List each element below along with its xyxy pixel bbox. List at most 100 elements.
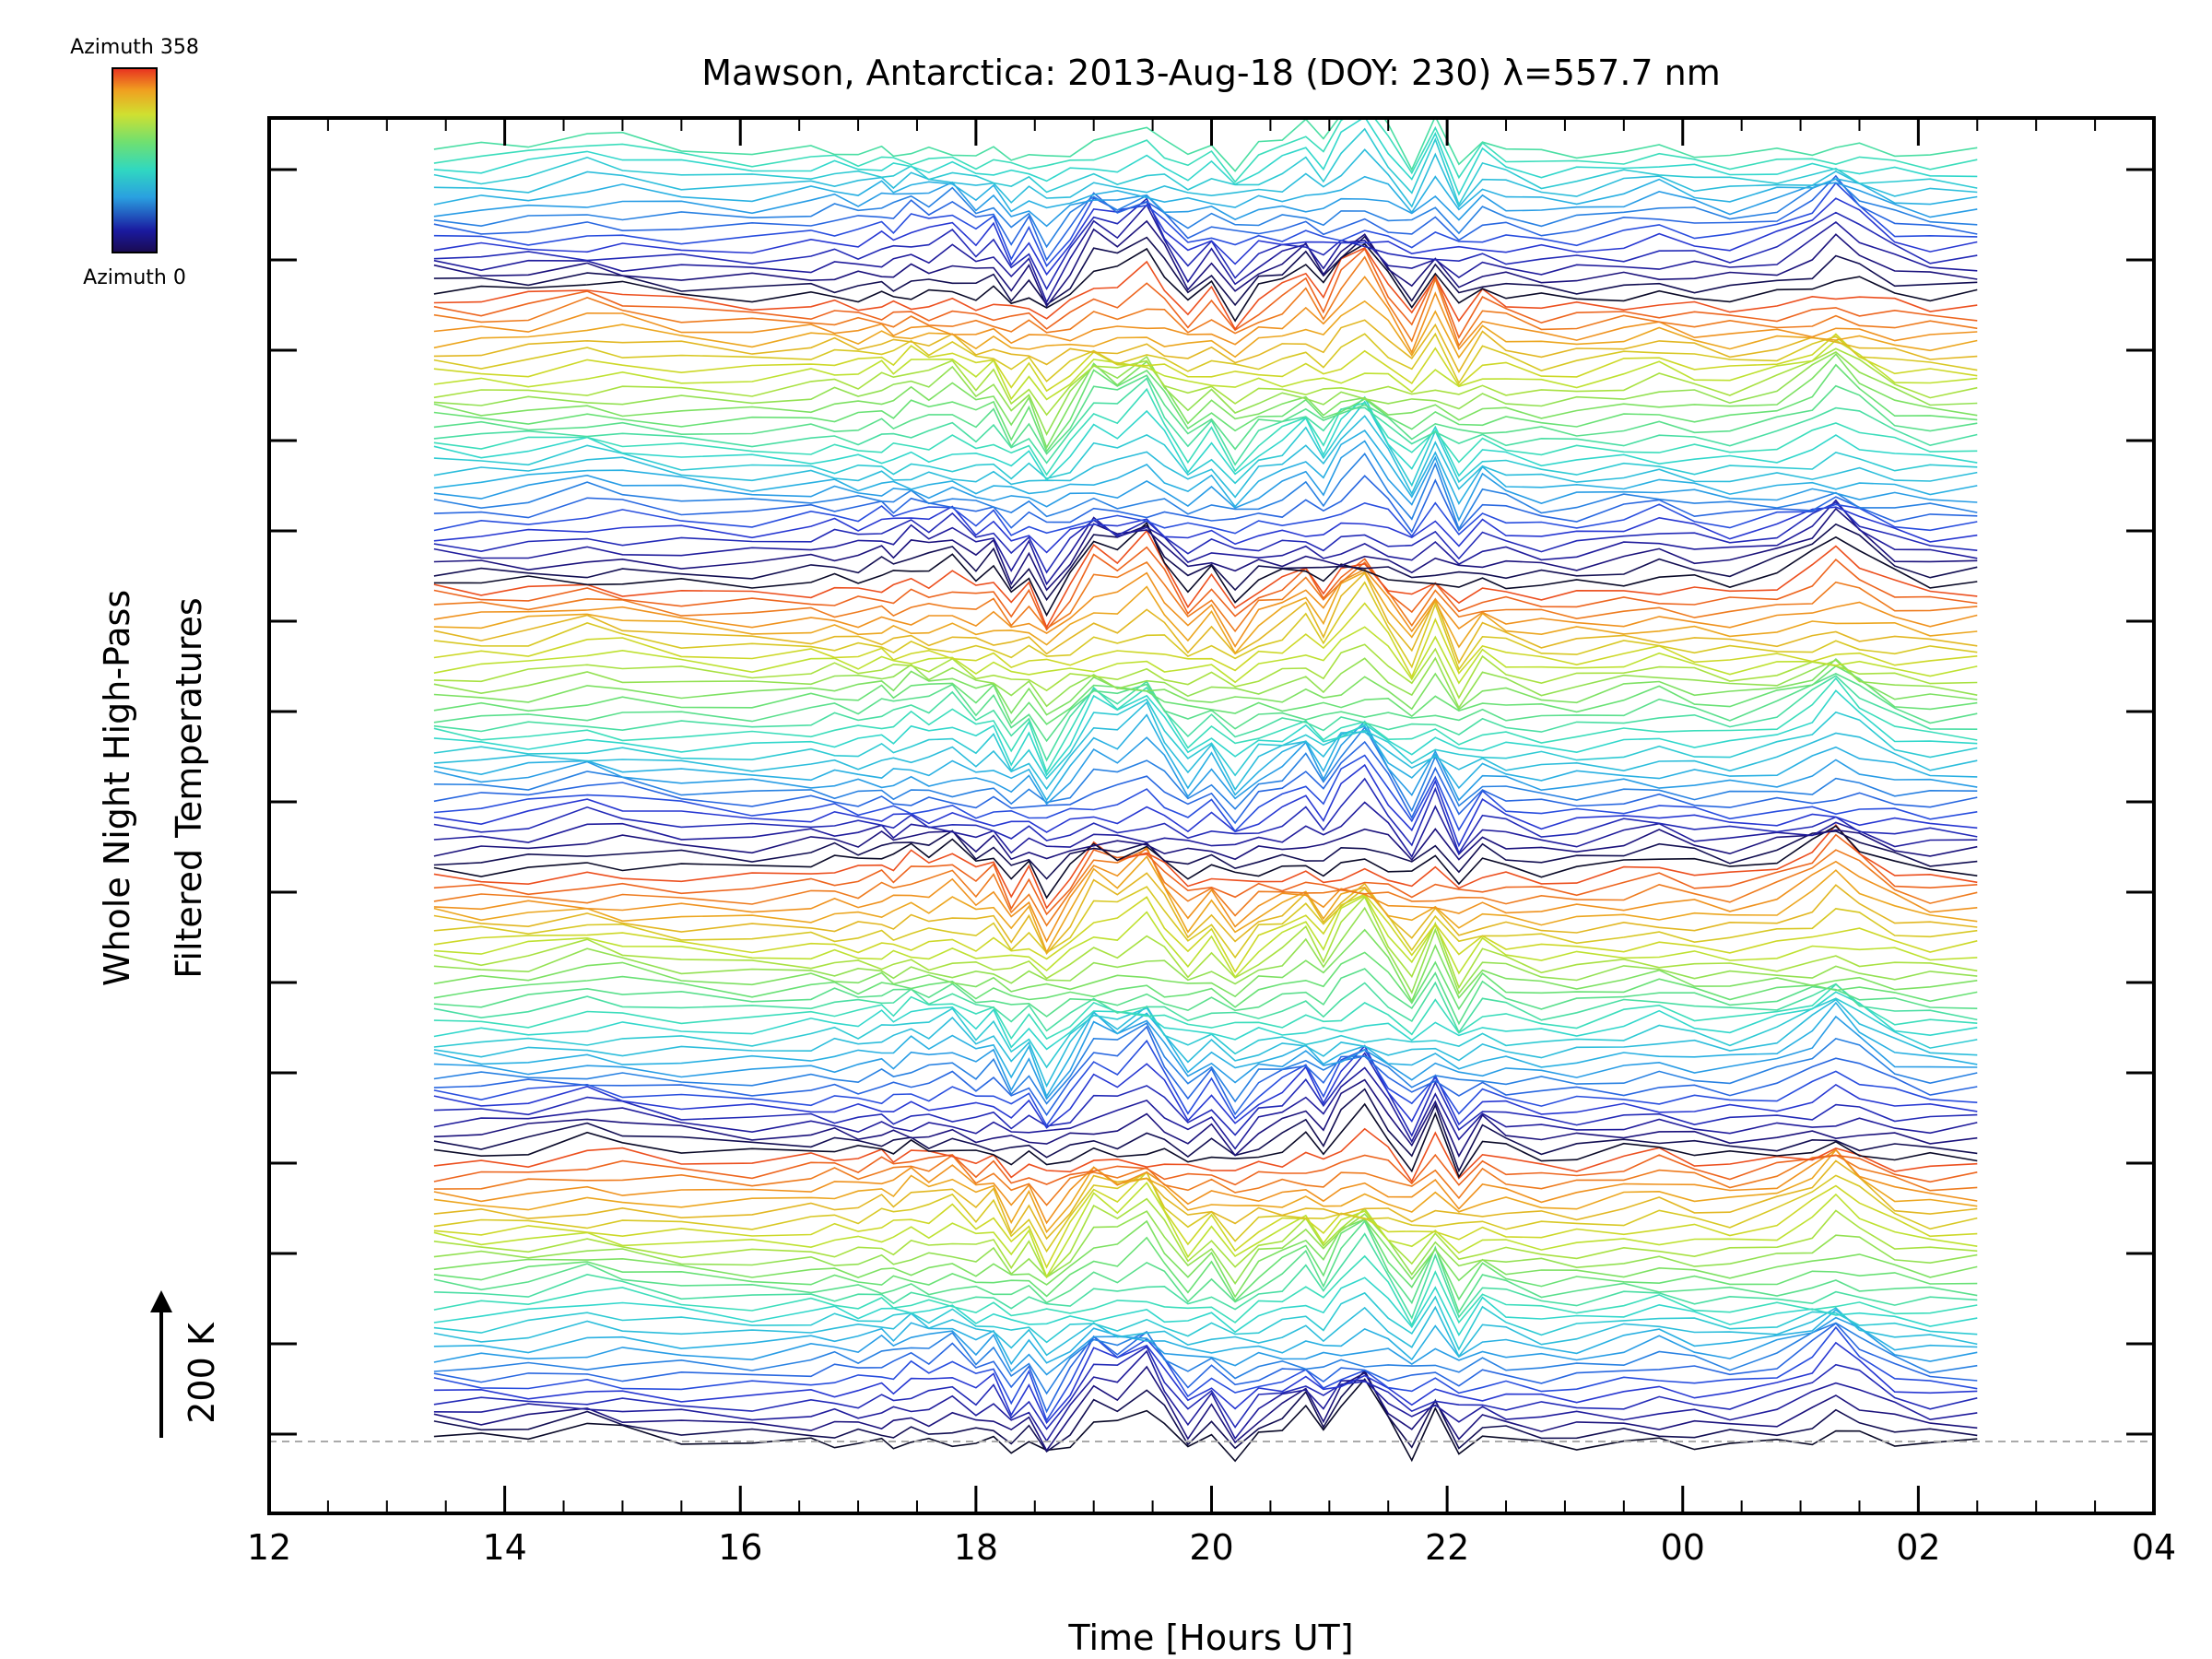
azimuth-trace [433, 656, 1978, 710]
azimuth-trace [433, 1153, 1978, 1186]
azimuth-trace [433, 713, 1978, 802]
azimuth-trace [433, 1088, 1978, 1173]
azimuth-trace [433, 475, 1978, 534]
azimuth-trace [433, 1305, 1978, 1359]
azimuth-trace [433, 501, 1978, 537]
azimuth-trace [433, 1349, 1978, 1442]
azimuth-trace [433, 415, 1978, 499]
azimuth-trace [433, 118, 1978, 196]
azimuth-trace [433, 1197, 1978, 1278]
azimuth-trace [433, 823, 1978, 910]
azimuth-trace [433, 235, 1978, 307]
azimuth-trace [433, 255, 1978, 347]
azimuth-trace [433, 1219, 1978, 1314]
azimuth-trace [433, 1025, 1978, 1117]
azimuth-trace [433, 928, 1978, 1003]
azimuth-trace [433, 982, 1978, 1041]
x-tick-label: 04 [2132, 1527, 2176, 1568]
azimuth-trace [433, 602, 1978, 679]
y-axis-label-line1: Whole Night High-Pass [97, 590, 137, 986]
x-tick-label: 14 [482, 1527, 526, 1568]
azimuth-trace [433, 675, 1978, 762]
azimuth-trace [433, 740, 1978, 825]
azimuth-trace [433, 1378, 1978, 1463]
x-tick-label: 00 [1661, 1527, 1705, 1568]
x-tick-label: 02 [1896, 1527, 1940, 1568]
azimuth-trace [433, 219, 1978, 308]
azimuth-trace [433, 353, 1978, 450]
azimuth-trace [433, 1365, 1978, 1453]
azimuth-trace [433, 300, 1978, 359]
azimuth-trace [433, 998, 1978, 1088]
azimuth-trace [433, 118, 1978, 183]
azimuth-trace [433, 118, 1978, 172]
azimuth-trace [433, 175, 1978, 214]
y-axis-label-line2: Filtered Temperatures [169, 597, 209, 978]
azimuth-trace [433, 968, 1978, 1026]
azimuth-trace [433, 1078, 1978, 1158]
azimuth-trace [433, 395, 1978, 481]
azimuth-trace [433, 571, 1978, 665]
azimuth-trace [433, 1232, 1978, 1321]
chart-title: Mawson, Antarctica: 2013-Aug-18 (DOY: 23… [701, 53, 1721, 93]
azimuth-trace [433, 677, 1978, 774]
azimuth-trace [433, 1015, 1978, 1100]
x-tick-label: 20 [1189, 1527, 1233, 1568]
azimuth-trace [433, 720, 1978, 806]
azimuth-trace [433, 1159, 1978, 1241]
azimuth-trace [433, 981, 1978, 1034]
azimuth-trace [433, 689, 1978, 777]
azimuth-trace [433, 351, 1978, 436]
azimuth-trace [433, 182, 1978, 267]
azimuth-trace [433, 347, 1978, 417]
azimuth-trace [433, 127, 1978, 206]
azimuth-trace [433, 830, 1978, 880]
azimuth-trace [433, 754, 1978, 832]
azimuth-trace [433, 1316, 1978, 1376]
azimuth-trace [433, 1346, 1978, 1430]
azimuth-trace [433, 848, 1978, 927]
azimuth-trace [433, 332, 1978, 385]
azimuth-trace [433, 363, 1978, 453]
azimuth-trace [433, 658, 1978, 716]
azimuth-trace [433, 429, 1978, 508]
azimuth-trace [433, 1154, 1978, 1206]
azimuth-trace [433, 626, 1978, 685]
azimuth-trace [433, 845, 1978, 944]
azimuth-trace [433, 197, 1978, 276]
azimuth-trace [433, 505, 1978, 554]
azimuth-trace [433, 833, 1978, 916]
azimuth-trace [433, 1044, 1978, 1129]
azimuth-trace [433, 1254, 1978, 1327]
azimuth-trace [433, 568, 1978, 648]
azimuth-trace [433, 181, 1978, 228]
x-tick-label: 22 [1425, 1527, 1469, 1568]
azimuth-trace [433, 763, 1978, 848]
azimuth-trace [433, 203, 1978, 304]
x-tick-label: 12 [247, 1527, 291, 1568]
azimuth-trace [433, 698, 1978, 781]
azimuth-trace [433, 725, 1978, 813]
y-axis-ticks [269, 168, 2154, 1436]
trace-lines [433, 118, 1978, 1463]
azimuth-trace [433, 499, 1978, 586]
azimuth-trace [433, 178, 1978, 249]
azimuth-trace [433, 507, 1978, 592]
azimuth-trace [433, 906, 1978, 995]
azimuth-trace [433, 1182, 1978, 1279]
azimuth-trace [433, 1325, 1978, 1422]
azimuth-trace [433, 855, 1978, 954]
azimuth-trace [433, 174, 1978, 262]
azimuth-trace [433, 319, 1978, 373]
azimuth-trace [433, 560, 1978, 633]
x-axis-label: Time [Hours UT] [1067, 1618, 1353, 1658]
azimuth-trace [433, 1291, 1978, 1351]
azimuth-trace [433, 825, 1978, 900]
azimuth-trace [433, 1277, 1978, 1337]
azimuth-trace [433, 700, 1978, 792]
colorbar-bottom-label: Azimuth 0 [83, 266, 186, 289]
azimuth-trace [433, 1210, 1978, 1286]
azimuth-trace [433, 246, 1978, 331]
azimuth-trace [433, 1066, 1978, 1150]
